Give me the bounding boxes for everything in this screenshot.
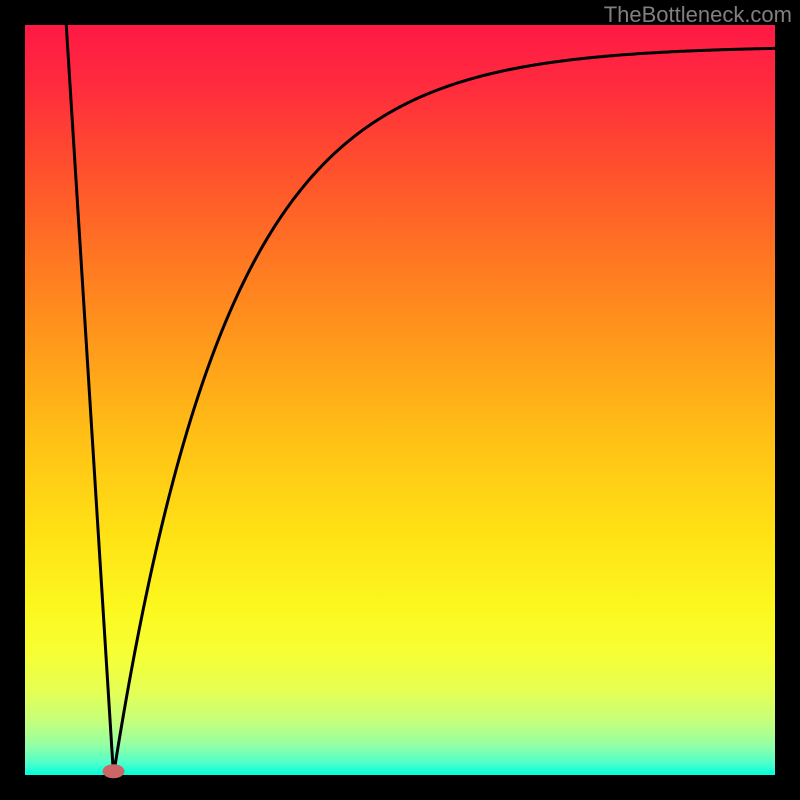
chart-svg [0, 0, 800, 800]
optimal-point-marker [103, 764, 125, 778]
gradient-background [25, 25, 775, 775]
watermark-text: TheBottleneck.com [604, 2, 792, 28]
bottleneck-chart: TheBottleneck.com [0, 0, 800, 800]
